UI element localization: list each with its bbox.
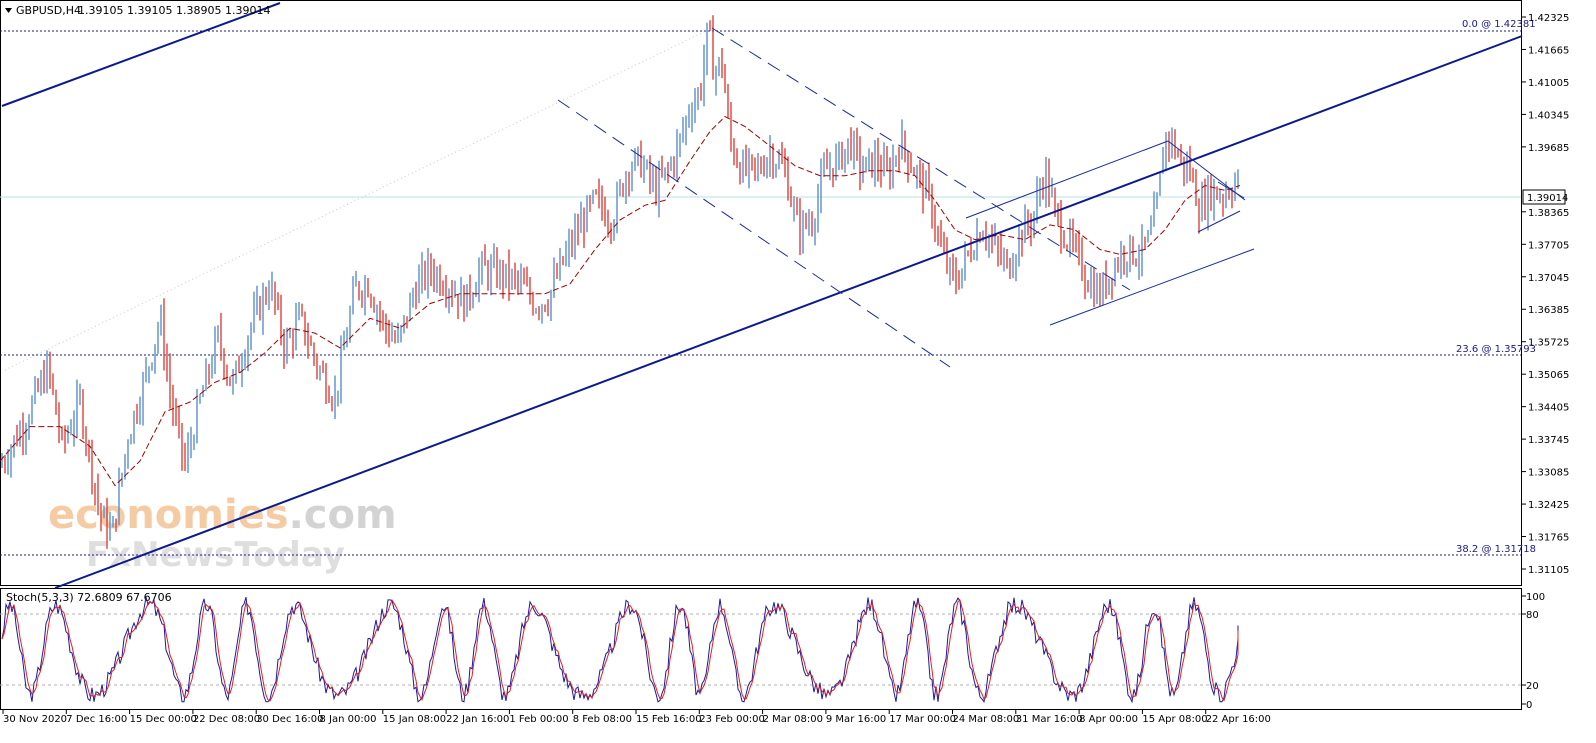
price-tick-label: 1.37705 [1528, 240, 1569, 251]
time-tick-label: 2 Mar 08:00 [763, 714, 823, 725]
fib-label-382: 38.2 @ 1.31718 [1456, 544, 1536, 555]
trend-line-long [54, 35, 1523, 589]
time-tick-label: 24 Mar 08:00 [953, 714, 1020, 725]
price-tick-label: 1.31105 [1528, 565, 1569, 576]
time-tick-label: 7 Dec 16:00 [66, 714, 127, 725]
current-price-tag: 1.39014 [1522, 189, 1568, 205]
triangle-lower [1197, 210, 1241, 233]
price-tick-label: 1.31765 [1528, 533, 1569, 544]
price-tick-label: 1.40345 [1528, 110, 1569, 121]
time-tick-label: 9 Mar 16:00 [826, 714, 886, 725]
stoch-tick-0: 0 [1526, 700, 1532, 711]
ascending-channel-lower [1049, 248, 1255, 326]
time-tick-label: 17 Mar 00:00 [889, 714, 956, 725]
time-tick-label: 31 Mar 16:00 [1016, 714, 1083, 725]
price-tick-label: 1.41005 [1528, 78, 1569, 89]
price-tick-label: 1.33085 [1528, 468, 1569, 479]
trend-lines [1, 2, 1523, 589]
price-tick-label: 1.36385 [1528, 305, 1569, 316]
stoch-tick-20: 20 [1526, 681, 1539, 692]
stoch-tick-100: 100 [1526, 592, 1545, 603]
current-price-text: 1.39014 [1527, 193, 1568, 204]
stochastic-indicator: Stoch(5,3,3) 72.6809 67.6706 100 80 20 0 [0, 591, 1545, 711]
ascending-channel-upper [965, 140, 1169, 219]
price-axis: 1.42325 1.41665 1.41005 1.40345 1.39685 1.383… [1522, 13, 1569, 576]
price-tick-label: 1.37045 [1528, 273, 1569, 284]
price-tick-label: 1.34405 [1528, 403, 1569, 414]
price-tick-label: 1.35725 [1528, 338, 1569, 349]
watermark-line1-suffix: .com [289, 492, 397, 538]
price-tick-label: 1.32425 [1528, 500, 1569, 511]
moving-average-line [0, 115, 1241, 487]
time-tick-label: 23 Feb 00:00 [699, 714, 765, 725]
trend-line-upper-left [1, 2, 281, 107]
time-tick-label: 15 Apr 08:00 [1142, 714, 1207, 725]
chart-title[interactable]: GBPUSD,H4 1.39105 1.39105 1.38905 1.3901… [5, 4, 270, 17]
triangle-top [1217, 181, 1245, 199]
fib-label-0: 0.0 @ 1.42381 [1462, 19, 1536, 30]
price-tick-label: 1.35065 [1528, 370, 1569, 381]
stochastic-label: Stoch(5,3,3) 72.6809 67.6706 [6, 591, 172, 604]
price-tick-label: 1.38365 [1528, 208, 1569, 219]
price-tick-label: 1.41665 [1528, 45, 1569, 56]
time-tick-label: 30 Nov 2020 [3, 714, 67, 725]
time-tick-label: 22 Apr 16:00 [1206, 714, 1271, 725]
fib-label-236: 23.6 @ 1.35793 [1456, 344, 1536, 355]
price-tick-label: 1.42325 [1528, 13, 1569, 24]
descending-channel-lower [557, 99, 951, 368]
stoch-tick-80: 80 [1526, 610, 1539, 621]
time-tick-label: 22 Dec 08:00 [193, 714, 260, 725]
time-tick-label: 8 Feb 08:00 [573, 714, 632, 725]
time-tick-label: 30 Dec 16:00 [256, 714, 323, 725]
symbol-label: GBPUSD,H4 [16, 4, 81, 17]
indicator-frame [0, 588, 1522, 710]
candlesticks [1, 15, 1239, 549]
fibonacci-levels: 0.0 @ 1.42381 23.6 @ 1.35793 38.2 @ 1.31… [0, 19, 1536, 556]
fib-trend-line [4, 30, 707, 371]
stochastic-d-line [1, 599, 1239, 702]
price-tick-label: 1.33745 [1528, 435, 1569, 446]
time-tick-label: 8 Apr 00:00 [1079, 714, 1138, 725]
time-tick-label: 15 Jan 08:00 [383, 714, 446, 725]
stochastic-k-line [1, 596, 1239, 704]
stoch-axis: 100 80 20 0 [1522, 592, 1545, 711]
descending-channel-upper [711, 27, 1131, 291]
ohlc-values: 1.39105 1.39105 1.38905 1.39014 [78, 4, 270, 17]
time-tick-label: 15 Feb 16:00 [636, 714, 702, 725]
time-tick-label: 1 Feb 00:00 [509, 714, 568, 725]
current-price-box [1522, 189, 1566, 205]
time-tick-label: 8 Jan 00:00 [320, 714, 377, 725]
dropdown-triangle-icon[interactable] [5, 8, 12, 13]
time-tick-label: 15 Dec 00:00 [130, 714, 197, 725]
time-tick-label: 22 Jan 16:00 [446, 714, 509, 725]
price-tick-label: 1.39685 [1528, 143, 1569, 154]
